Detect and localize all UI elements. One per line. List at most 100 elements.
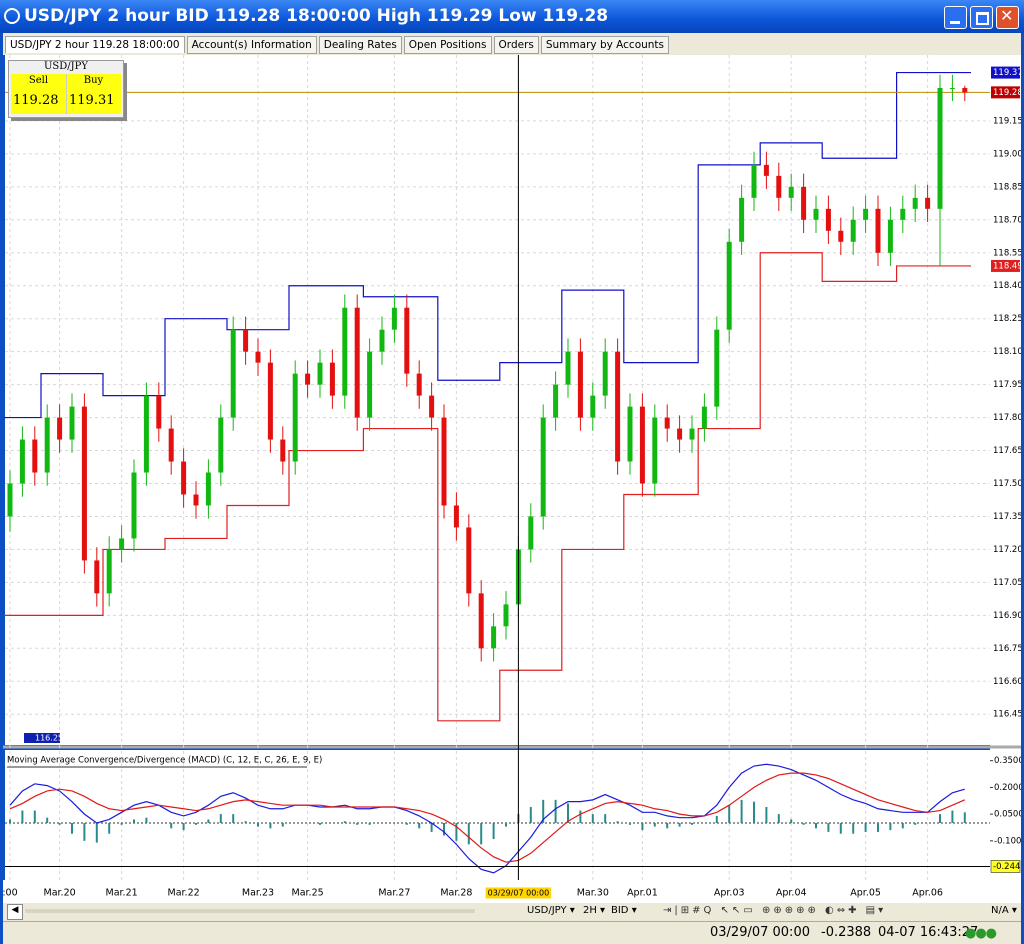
- y-tick-label: 118.25: [993, 314, 1021, 324]
- minimize-button[interactable]: [944, 6, 967, 29]
- y-tick-label: 118.40: [993, 281, 1021, 291]
- price-marker-label: 119.37: [993, 68, 1021, 78]
- candle-body: [354, 307, 360, 418]
- macd-line: [9, 772, 966, 863]
- macd-title: Moving Average Convergence/Divergence (M…: [7, 756, 322, 766]
- candle-body: [813, 208, 819, 220]
- status-time: 03/29/07 00:00: [710, 925, 810, 940]
- x-tick-label: Mar.23: [242, 888, 274, 899]
- buy-price[interactable]: 119.31: [69, 93, 115, 108]
- chart-toolbar: ◀ USD/JPY ▾ 2H ▾ BID ▾ ⇥|⊞#Q ↖↖▭ ⊕⊕⊕⊕⊕ ◐…: [3, 903, 1021, 921]
- low-marker-bg: [24, 733, 60, 743]
- tab[interactable]: Dealing Rates: [318, 36, 402, 54]
- x-tick-label: Mar.27: [378, 888, 410, 899]
- candle-body: [763, 164, 769, 176]
- candle-body: [912, 197, 918, 209]
- side-dropdown[interactable]: BID ▾: [611, 905, 637, 916]
- y-tick-label: 119.00: [993, 149, 1021, 159]
- candle-body: [714, 329, 720, 407]
- candle-body: [801, 186, 807, 220]
- candle-body: [218, 417, 224, 473]
- candle-body: [57, 417, 63, 440]
- lower-band: [3, 252, 971, 722]
- y-tick-label: 117.20: [993, 545, 1021, 555]
- candle-body: [788, 186, 794, 198]
- candle-body: [900, 208, 906, 220]
- period-dropdown[interactable]: 2H ▾: [583, 905, 606, 916]
- x-tick-label: Apr.01: [627, 888, 658, 899]
- candle-body: [32, 439, 38, 473]
- candle-body: [664, 417, 670, 429]
- candle-body: [863, 208, 869, 220]
- candle-body: [776, 175, 782, 198]
- candle-body: [81, 406, 87, 561]
- tab[interactable]: Summary by Accounts: [540, 36, 670, 54]
- candle-body: [528, 516, 534, 550]
- tab[interactable]: Open Positions: [403, 36, 492, 54]
- x-tick-label: Mar.22: [168, 888, 200, 899]
- tab-bar: USD/JPY 2 hour 119.28 18:00:00 Account(s)…: [3, 33, 1021, 55]
- candle-body: [317, 362, 323, 385]
- candle-body: [639, 406, 645, 484]
- close-button[interactable]: ✕: [996, 6, 1019, 29]
- price-marker-bg: [991, 66, 1020, 79]
- chart-area: :00 Mar.20 Mar.21 Mar.22 Mar.23 Mar.25 Mar.27 M…: [3, 55, 1021, 903]
- x-tick-label: Mar.30: [577, 888, 609, 899]
- price-marker-label: 118.49: [993, 261, 1021, 271]
- candle-body: [255, 351, 261, 363]
- candle-body: [181, 461, 187, 495]
- candle-body: [193, 494, 199, 506]
- candle-body: [119, 538, 125, 550]
- candle-body: [391, 307, 397, 330]
- tab[interactable]: USD/JPY 2 hour 119.28 18:00:00: [5, 36, 185, 53]
- candle-body: [652, 417, 658, 484]
- sell-price[interactable]: 119.28: [13, 93, 59, 108]
- candle-body: [168, 428, 174, 462]
- candle-body: [453, 505, 459, 528]
- y-tick-label: 118.10: [993, 347, 1021, 357]
- candle-body: [305, 373, 311, 385]
- candle-body: [565, 351, 571, 385]
- candle-body: [602, 351, 608, 396]
- candle-body: [19, 439, 25, 484]
- x-tick-label: Mar.25: [292, 888, 324, 899]
- candle-body: [627, 406, 633, 462]
- window-title: USD/JPY 2 hour BID 119.28 18:00:00 High …: [24, 6, 609, 26]
- candle-body: [342, 307, 348, 396]
- status-bar: 03/29/07 00:00 -0.2388 04-07 16:43:27 ●●…: [3, 921, 1021, 944]
- y-tick-label: 117.80: [993, 413, 1021, 423]
- symbol-dropdown[interactable]: USD/JPY ▾: [527, 905, 575, 916]
- x-tick-label: Mar.28: [440, 888, 472, 899]
- na-dropdown[interactable]: N/A ▾: [991, 905, 1017, 916]
- right-axis: [990, 55, 1021, 903]
- maximize-button[interactable]: [970, 6, 993, 29]
- candle-body: [850, 219, 856, 242]
- y-tick-label: 118.55: [993, 248, 1021, 258]
- candle-body: [441, 417, 447, 506]
- tab[interactable]: Orders: [493, 36, 539, 54]
- low-marker: 116.25: [35, 734, 63, 743]
- candle-body: [69, 406, 75, 440]
- y-tick-label: 118.70: [993, 215, 1021, 225]
- candle-body: [404, 307, 410, 374]
- candle-body: [875, 208, 881, 253]
- tab[interactable]: Account(s) Information: [186, 36, 317, 54]
- status-value: -0.2388: [821, 925, 872, 940]
- tool-icons[interactable]: ⇥|⊞#Q ↖↖▭ ⊕⊕⊕⊕⊕ ◐⇔✚ ▤▾: [663, 905, 887, 916]
- x-tick-label: Mar.21: [106, 888, 138, 899]
- candle-body: [577, 351, 583, 418]
- price-panel: [5, 55, 990, 745]
- macd-panel: [5, 750, 990, 880]
- candle-body: [615, 351, 621, 462]
- candle-body: [106, 549, 112, 594]
- x-tick-label: Apr.04: [776, 888, 807, 899]
- price-marker-label: 119.28: [993, 88, 1021, 98]
- scroll-left[interactable]: ◀: [7, 904, 23, 920]
- macd-y-tick-label: -0.1000: [994, 836, 1021, 846]
- y-tick-label: 119.15: [993, 116, 1021, 126]
- candle-body: [379, 329, 385, 352]
- sell-label: Sell: [28, 75, 49, 86]
- candle-body: [205, 472, 211, 506]
- candle-body: [94, 560, 100, 594]
